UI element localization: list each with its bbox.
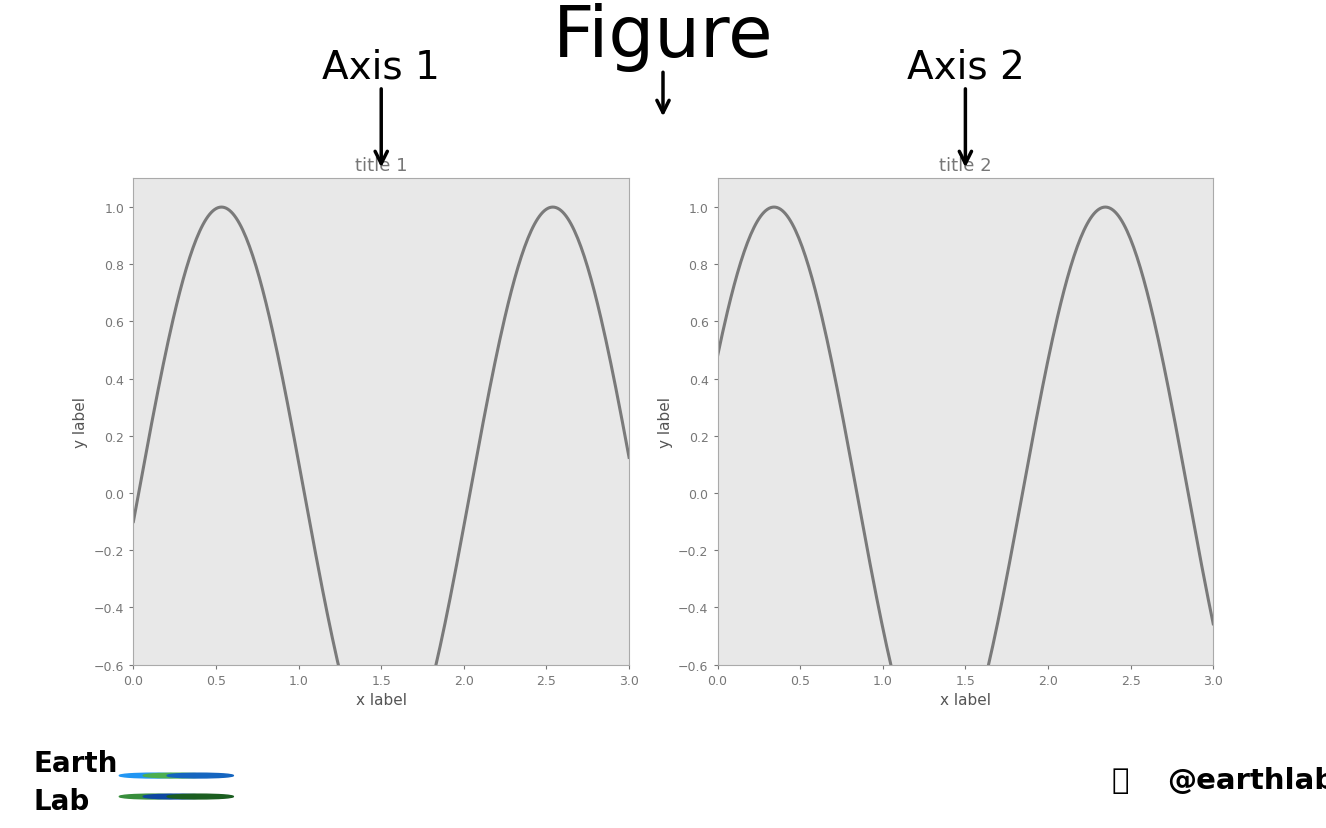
Title: title 1: title 1: [355, 157, 407, 175]
Text: 🐦: 🐦: [1111, 767, 1130, 794]
Text: @earthlabcu: @earthlabcu: [1167, 767, 1326, 794]
Title: title 2: title 2: [939, 157, 992, 175]
Text: Figure: Figure: [553, 2, 773, 72]
Text: Axis 1: Axis 1: [322, 49, 440, 87]
Circle shape: [119, 794, 186, 799]
Text: Lab: Lab: [33, 787, 89, 816]
Circle shape: [167, 794, 233, 799]
Circle shape: [143, 773, 210, 778]
Text: Earth: Earth: [33, 749, 118, 777]
Circle shape: [167, 773, 233, 778]
X-axis label: x label: x label: [940, 692, 991, 707]
Circle shape: [143, 794, 210, 799]
X-axis label: x label: x label: [355, 692, 407, 707]
Y-axis label: y label: y label: [658, 397, 672, 447]
Y-axis label: y label: y label: [73, 397, 89, 447]
Circle shape: [119, 773, 186, 778]
Text: Axis 2: Axis 2: [907, 49, 1024, 87]
